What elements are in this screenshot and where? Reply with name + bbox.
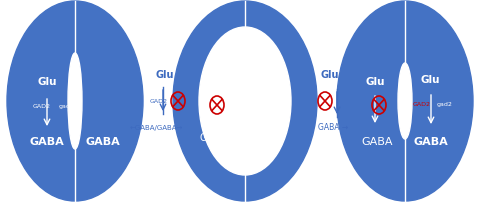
Text: GABA →: GABA →	[318, 123, 348, 132]
Ellipse shape	[398, 64, 412, 139]
Ellipse shape	[68, 54, 82, 149]
Text: ←GABA/GABA→: ←GABA/GABA→	[130, 124, 183, 130]
Text: Glu: Glu	[204, 75, 222, 85]
Ellipse shape	[199, 28, 291, 175]
Text: GABA: GABA	[30, 136, 64, 146]
Text: Glu: Glu	[156, 70, 174, 80]
Ellipse shape	[173, 2, 317, 201]
Text: GAD2: GAD2	[150, 99, 168, 104]
Ellipse shape	[337, 2, 473, 201]
Text: Glu: Glu	[37, 77, 57, 86]
Text: Glu: Glu	[321, 70, 339, 80]
Text: GABA: GABA	[361, 136, 393, 146]
Text: gad2: gad2	[59, 104, 75, 109]
Text: GAD2: GAD2	[33, 104, 51, 109]
Text: gad2: gad2	[437, 102, 453, 107]
Text: GABA: GABA	[414, 136, 448, 146]
Text: Glu: Glu	[420, 75, 440, 85]
Ellipse shape	[7, 2, 143, 201]
Text: GAD2: GAD2	[413, 102, 431, 107]
Text: GABA: GABA	[85, 136, 120, 146]
Text: Glu: Glu	[365, 77, 385, 86]
Text: GABA: GABA	[199, 132, 227, 142]
